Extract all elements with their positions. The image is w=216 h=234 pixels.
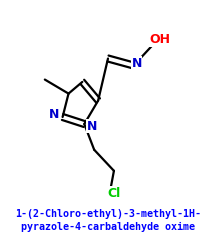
Text: N: N <box>87 120 97 133</box>
Text: N: N <box>49 108 59 121</box>
Text: N: N <box>131 57 142 70</box>
Text: OH: OH <box>150 33 171 46</box>
Text: Cl: Cl <box>107 186 121 200</box>
Text: pyrazole-4-carbaldehyde oxime: pyrazole-4-carbaldehyde oxime <box>21 223 195 232</box>
Text: 1-(2-Chloro-ethyl)-3-methyl-1H-: 1-(2-Chloro-ethyl)-3-methyl-1H- <box>15 209 201 219</box>
